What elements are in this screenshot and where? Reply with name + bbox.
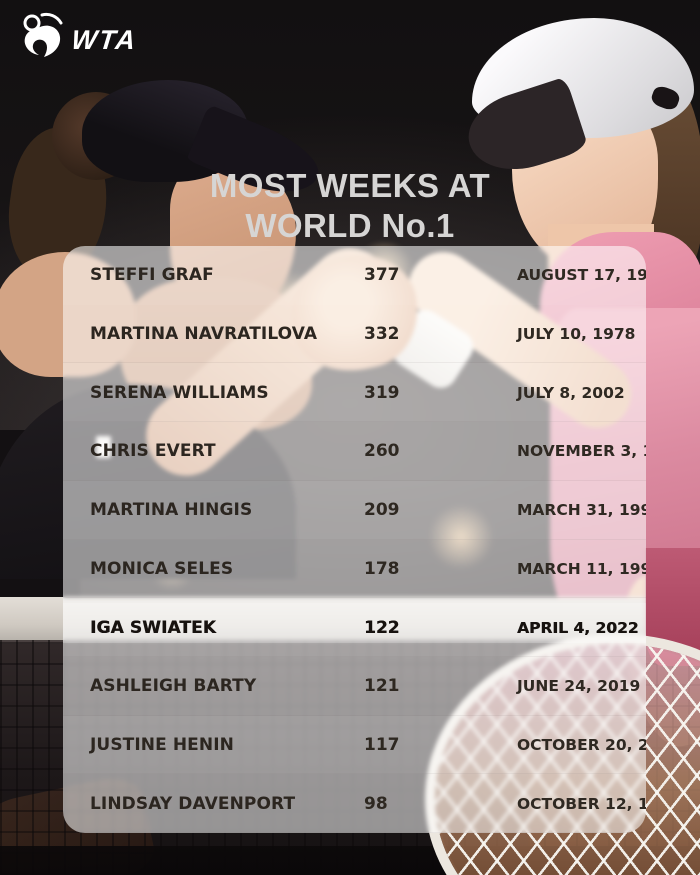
player-name: MONICA SELES [90, 558, 234, 579]
player-name: MARTINA HINGIS [90, 500, 253, 521]
table-row: MARTINA NAVRATILOVA 332 JULY 10, 1978 [63, 305, 646, 364]
title-line-1: MOST WEEKS AT [209, 167, 491, 204]
wta-player-icon [23, 12, 63, 57]
weeks-count: 377 [364, 265, 400, 286]
player-name: MARTINA NAVRATILOVA [90, 324, 318, 345]
table-row: IGA SWIATEK 122 APRIL 4, 2022 [63, 598, 646, 657]
player-name: STEFFI GRAF [90, 265, 214, 286]
weeks-count: 260 [364, 441, 400, 462]
player-name: ASHLEIGH BARTY [90, 676, 257, 697]
table-row: STEFFI GRAF 377 AUGUST 17, 1987 [63, 246, 646, 305]
weeks-count: 209 [364, 500, 400, 521]
date-reached: MARCH 31, 1997 [517, 501, 646, 520]
weeks-count: 332 [364, 324, 400, 345]
player-name: JUSTINE HENIN [90, 734, 234, 755]
leaderboard-rows: STEFFI GRAF 377 AUGUST 17, 1987 MARTINA NAV… [63, 246, 646, 833]
player-name: SERENA WILLIAMS [90, 382, 269, 403]
table-row: MONICA SELES 178 MARCH 11, 1991 [63, 540, 646, 599]
wta-wordmark: WTA [70, 24, 139, 55]
table-row: MARTINA HINGIS 209 MARCH 31, 1997 [63, 480, 646, 540]
date-reached: OCTOBER 20, 2003 [517, 735, 646, 754]
date-reached: APRIL 4, 2022 [517, 618, 639, 637]
weeks-count: 117 [364, 734, 400, 755]
weeks-count: 98 [364, 793, 388, 814]
table-row: CHRIS EVERT 260 NOVEMBER 3, 1975 [63, 422, 646, 481]
weeks-count: 178 [364, 558, 400, 579]
table-row: ASHLEIGH BARTY 121 JUNE 24, 2019 [63, 657, 646, 716]
player-name: CHRIS EVERT [90, 441, 216, 462]
date-reached: MARCH 11, 1991 [517, 559, 646, 578]
title-line-2: WORLD No.1 [245, 207, 455, 244]
date-reached: JUNE 24, 2019 [517, 677, 641, 696]
table-row: LINDSAY DAVENPORT 98 OCTOBER 12, 1998 [63, 774, 646, 833]
page-title: MOST WEEKS AT WORLD No.1 [0, 166, 700, 246]
weeks-count: 121 [364, 676, 400, 697]
table-row: SERENA WILLIAMS 319 JULY 8, 2002 [63, 363, 646, 423]
weeks-count: 319 [364, 382, 400, 403]
date-reached: AUGUST 17, 1987 [517, 266, 646, 285]
date-reached: NOVEMBER 3, 1975 [517, 442, 646, 461]
weeks-count: 122 [364, 617, 400, 638]
player-name: LINDSAY DAVENPORT [90, 793, 296, 814]
table-row: JUSTINE HENIN 117 OCTOBER 20, 2003 [63, 715, 646, 775]
date-reached: JULY 10, 1978 [517, 325, 636, 344]
leaderboard-panel: STEFFI GRAF 377 AUGUST 17, 1987 MARTINA NAV… [63, 246, 646, 833]
player-name: IGA SWIATEK [90, 617, 216, 638]
date-reached: OCTOBER 12, 1998 [517, 794, 646, 813]
wta-logo: WTA [18, 12, 139, 60]
date-reached: JULY 8, 2002 [517, 383, 625, 402]
